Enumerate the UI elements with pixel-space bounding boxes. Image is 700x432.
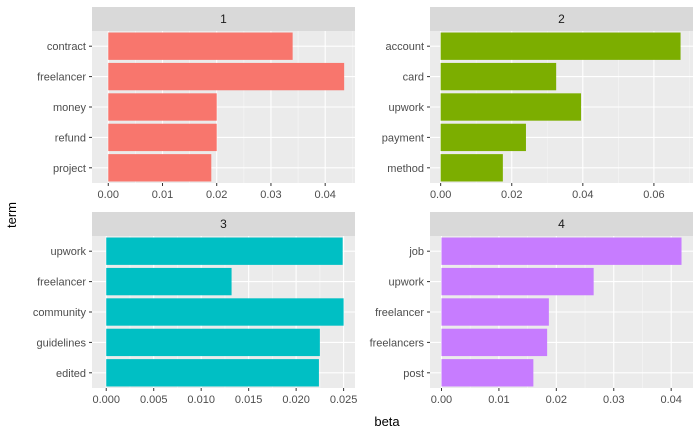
x-tick-label: 0.03: [603, 394, 624, 406]
y-tick-label-upwork: upwork: [51, 246, 87, 258]
y-tick-label-money: money: [53, 102, 87, 114]
x-axis-title: beta: [374, 414, 400, 429]
y-tick-label-account: account: [385, 41, 424, 53]
x-tick-label: 0.03: [260, 189, 281, 201]
y-tick-label-refund: refund: [55, 132, 86, 144]
x-tick-label: 0.06: [643, 189, 664, 201]
bar-freelancer: [108, 62, 345, 91]
x-tick-label: 0.04: [660, 394, 681, 406]
x-tick-label: 0.00: [98, 189, 119, 201]
bar-money: [108, 93, 217, 121]
bar-freelancer: [441, 298, 549, 326]
y-axis-title: term: [4, 202, 19, 228]
y-tick-label-freelancer: freelancer: [375, 307, 424, 319]
x-tick-label: 0.01: [488, 394, 509, 406]
y-tick-label-upwork: upwork: [389, 277, 425, 289]
y-tick-label-upwork: upwork: [389, 102, 425, 114]
x-tick-label: 0.00: [430, 189, 451, 201]
x-tick-label: 0.010: [187, 394, 215, 406]
x-tick-label: 0.02: [546, 394, 567, 406]
x-tick-label: 0.015: [235, 394, 263, 406]
x-tick-label: 0.01: [152, 189, 173, 201]
bar-freelancers: [441, 328, 548, 357]
x-tick-label: 0.04: [572, 189, 593, 201]
facet-strip: [430, 7, 693, 31]
bar-upwork: [441, 267, 594, 296]
bar-payment: [440, 123, 526, 152]
bar-method: [440, 154, 503, 182]
bar-freelancer: [106, 267, 232, 296]
y-tick-label-payment: payment: [382, 132, 424, 144]
bar-card: [440, 62, 557, 91]
x-tick-label: 0.025: [330, 394, 358, 406]
y-tick-label-guidelines: guidelines: [36, 337, 86, 349]
y-tick-label-freelancers: freelancers: [370, 337, 425, 349]
bar-refund: [108, 123, 217, 152]
x-tick-label: 0.02: [206, 189, 227, 201]
bar-project: [108, 154, 212, 182]
x-tick-label: 0.02: [501, 189, 522, 201]
facet-panel-4: 4 0.00 0.01 0.02 0.03 0.04 job upwork freelancer…: [370, 212, 693, 406]
y-tick-label-card: card: [403, 72, 424, 84]
x-tick-label: 0.00: [431, 394, 452, 406]
facet-strip: [92, 7, 355, 31]
x-tick-label: 0.000: [92, 394, 120, 406]
y-tick-label-post: post: [403, 368, 424, 380]
y-tick-label-community: community: [33, 307, 87, 319]
bar-contract: [108, 32, 293, 60]
bar-community: [106, 298, 344, 326]
facet-strip-label: 2: [558, 12, 565, 26]
y-tick-label-project: project: [53, 163, 86, 175]
facet-strip: [92, 212, 355, 236]
bar-post: [441, 359, 534, 387]
y-tick-label-contract: contract: [47, 41, 86, 53]
facet-strip-label: 1: [220, 12, 227, 26]
y-tick-label-edited: edited: [56, 368, 86, 380]
x-tick-label: 0.04: [314, 189, 335, 201]
y-tick-label-job: job: [408, 246, 424, 258]
x-tick-label: 0.020: [282, 394, 310, 406]
bar-guidelines: [106, 328, 320, 357]
bar-edited: [106, 359, 319, 387]
facet-panel-2: 2 0.00 0.02 0.04 0.06 account card upwork paymen…: [382, 7, 693, 201]
facet-strip-label: 3: [220, 217, 227, 231]
y-tick-label-method: method: [387, 163, 424, 175]
facet-strip-label: 4: [558, 217, 565, 231]
y-tick-label-freelancer: freelancer: [37, 72, 86, 84]
bar-upwork: [106, 237, 343, 265]
facet-strip: [430, 212, 693, 236]
bar-account: [440, 32, 681, 60]
bar-upwork: [440, 93, 582, 121]
y-tick-label-freelancer: freelancer: [37, 277, 86, 289]
bar-job: [441, 237, 682, 265]
facet-panel-1: 1 0.00 0.01 0.02 0.03 0.04 contract freelancer m…: [37, 7, 355, 201]
x-tick-label: 0.005: [140, 394, 168, 406]
facet-panel-3: 3 0.000 0.005 0.010 0.015 0.020 0.025 upwork fre…: [33, 212, 358, 406]
